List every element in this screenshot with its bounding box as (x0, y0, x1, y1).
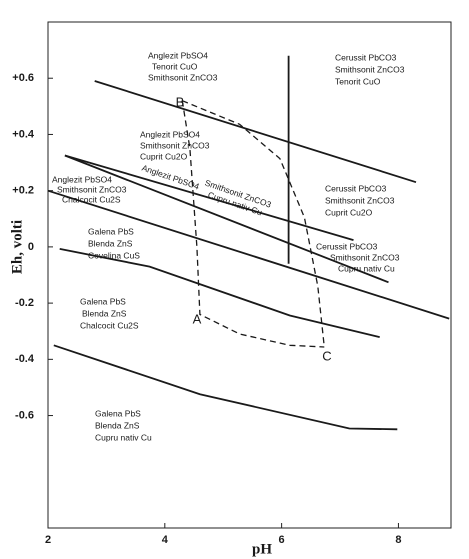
plot-frame (47, 21, 452, 529)
region-label: Galena PbS (80, 296, 126, 306)
boundary-dashed (181, 100, 325, 348)
x-tick-label: 4 (162, 534, 169, 546)
region-label: Tenorit CuO (335, 76, 381, 86)
region-label: Anglezit PbSO4 (140, 129, 200, 139)
y-tick-label: -0.6 (15, 409, 34, 421)
region-label: Anglezit PbSO4 (148, 50, 208, 60)
y-axis-label: Eh, volti (9, 220, 25, 274)
region-label: Chalcocit Cu2S (62, 194, 121, 204)
region-label: Cerussit PbCO3 (316, 241, 378, 251)
x-axis-label: pH (252, 541, 272, 557)
region-label: Galena PbS (88, 226, 134, 236)
boundary-line (94, 80, 417, 184)
region-label: Smithsonit ZnCO3 (140, 140, 210, 150)
region-label: Anglezit PbSO4 (52, 174, 112, 184)
y-tick-label: -0.2 (15, 297, 34, 309)
region-label: Cuprit Cu2O (325, 207, 373, 217)
point-label: C (322, 348, 331, 363)
y-tick-label: +0.2 (12, 185, 34, 197)
point-label: A (193, 311, 202, 326)
region-label: Smithsonit ZnCO3 (330, 252, 400, 262)
x-tick-label: 8 (395, 534, 401, 546)
y-tick-label: +0.6 (12, 72, 34, 84)
y-tick-label: -0.4 (15, 353, 35, 365)
region-label: Cerussit PbCO3 (325, 183, 387, 193)
region-label: Covelina CuS (88, 250, 140, 260)
region-label: Smithsonit ZnCO3 (325, 195, 395, 205)
region-label: Galena PbS (95, 408, 141, 418)
boundary-line (59, 248, 380, 338)
y-tick-label: +0.4 (12, 128, 35, 140)
boundary-line (64, 154, 389, 284)
region-label: Tenorit CuO (152, 61, 198, 71)
region-label: Smithsonit ZnCO3 (57, 184, 127, 194)
region-label: Cupru nativ Cu (338, 263, 395, 273)
region-label: Cuprit Cu2O (140, 151, 188, 161)
boundary-dashed (182, 100, 325, 348)
region-label: Chalcocit Cu2S (80, 320, 139, 330)
y-tick-label: 0 (28, 241, 34, 253)
region-label: Smithsonit ZnCO3 (335, 64, 405, 74)
boundary-line (47, 189, 450, 320)
boundary-line (64, 154, 354, 241)
x-tick-label: 6 (279, 534, 285, 546)
region-label: Blenda ZnS (95, 420, 140, 430)
region-label: Blenda ZnS (88, 238, 133, 248)
boundary-line (53, 344, 398, 431)
x-tick-label: 2 (45, 534, 51, 546)
region-label: Cupru nativ Cu (95, 432, 152, 442)
point-label: B (176, 94, 185, 109)
region-label: Smithsonit ZnCO3 (148, 72, 218, 82)
region-label: Blenda ZnS (82, 308, 127, 318)
region-label: Cerussit PbCO3 (335, 52, 397, 62)
